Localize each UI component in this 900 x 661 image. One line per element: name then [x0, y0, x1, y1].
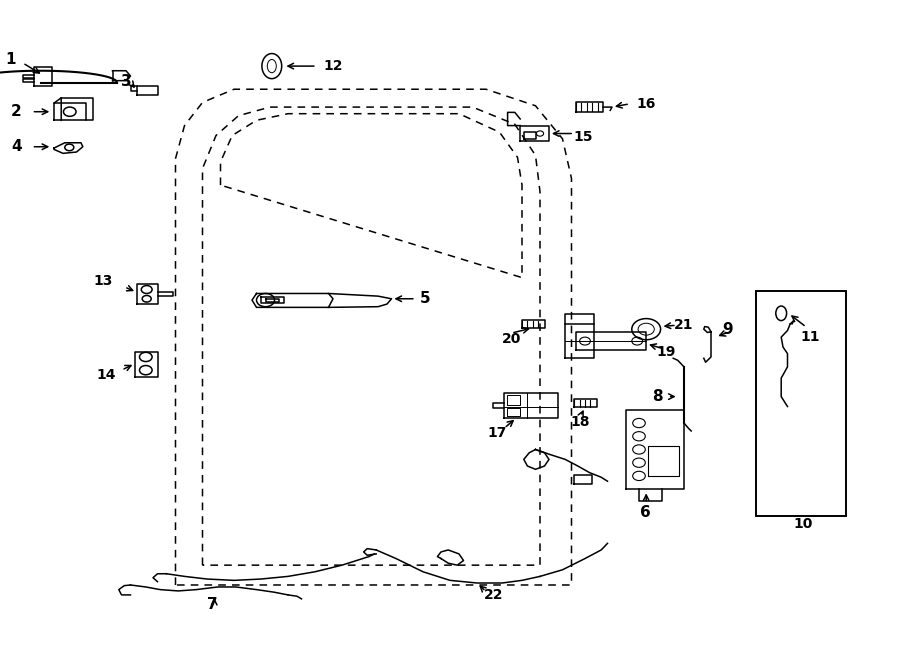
Text: 4: 4 [11, 139, 22, 154]
Text: 5: 5 [419, 292, 430, 306]
Text: 15: 15 [573, 130, 593, 144]
Bar [756, 291, 846, 516]
Text: 22: 22 [483, 588, 503, 602]
Text: 20: 20 [501, 332, 521, 346]
Text: 6: 6 [640, 505, 651, 520]
Text: 8: 8 [652, 389, 662, 404]
Text: 19: 19 [656, 344, 676, 359]
Text: 3: 3 [121, 74, 131, 89]
Text: 9: 9 [722, 322, 733, 336]
Text: 17: 17 [487, 426, 507, 440]
Text: 18: 18 [571, 414, 590, 429]
Text: 2: 2 [11, 104, 22, 119]
Text: 21: 21 [674, 318, 694, 332]
Text: 11: 11 [800, 330, 820, 344]
Text: 10: 10 [793, 516, 813, 531]
Text: 1: 1 [5, 52, 16, 67]
Text: 7: 7 [207, 597, 218, 611]
Text: 16: 16 [636, 97, 656, 111]
Text: 14: 14 [96, 368, 116, 383]
Text: 12: 12 [323, 59, 343, 73]
Text: 13: 13 [94, 274, 113, 288]
